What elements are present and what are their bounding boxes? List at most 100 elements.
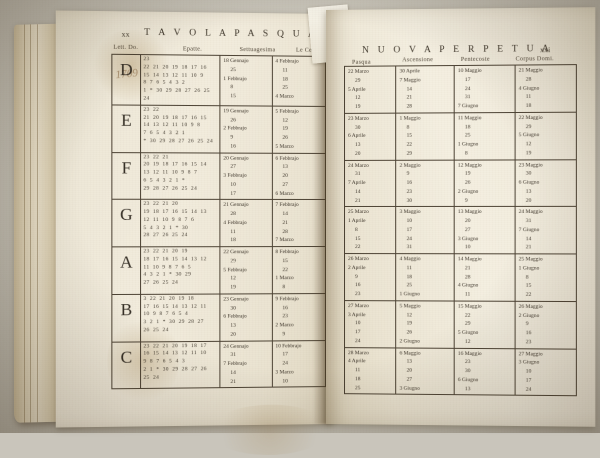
date-line: 1 Giugno (399, 291, 420, 298)
date-line: 4 Maggio (399, 256, 421, 263)
date-line: 30 (355, 124, 361, 131)
date-line: 1 Febbrajo (223, 75, 247, 82)
date-line: 28 Marzo (348, 349, 369, 356)
date-line: 12 11 10 9 8 7 6 (143, 216, 195, 223)
date-line: 12 (525, 141, 532, 148)
pentecoste-cell: 12 Maggio 19 26 2 Giugno 9 (454, 159, 516, 207)
date-line: 16 Maggio (457, 350, 482, 357)
date-line: 10 (464, 244, 471, 251)
pentecoste-cell: 16 Maggio 23 30 6 Giugno 13 (454, 347, 516, 396)
settuagesima-cell: 21 Gennajo 28 4 Febbrajo 11 18 (219, 199, 272, 247)
ascensione-cell: 1 Maggio 8 15 22 29 (396, 112, 455, 160)
date-line: 27 Marzo (348, 302, 369, 309)
column-header-corpus-domini: Corpus Domi. (515, 56, 554, 63)
date-line: 15 (406, 132, 413, 139)
date-line: 13 12 11 10 9 8 7 (143, 169, 198, 176)
epatte-cell: 23 22 21 20 19 18 17 16 15 14 13 12 11 10 … (140, 246, 220, 295)
date-line: 10 (525, 368, 532, 375)
corpus-domini-cell: 25 Maggio 1 Giugno 8 15 22 (515, 253, 577, 302)
date-line: 20 (464, 218, 471, 225)
dominical-letter: G (111, 199, 141, 247)
date-line: 6 Maggio (399, 349, 421, 357)
pasqua-cell: 26 Marzo 2 Aprile 9 16 23 (344, 253, 397, 301)
table-row: C 23 22 21 20 19 18 17 16 15 14 13 12 11 1… (111, 340, 326, 390)
date-line: 31 (525, 218, 532, 225)
date-line: 23 22 21 20 19 (143, 248, 188, 255)
settuagesima-cell: 19 Gennajo 26 2 Febbrajo 9 16 (219, 105, 272, 153)
left-page: 1709 xx T A V O L A P A S Q U A L E Lett… (55, 10, 347, 456)
ascensione-cell: 2 Maggio 9 16 23 30 (396, 159, 455, 207)
date-line: 4 Giugno (518, 85, 540, 92)
date-line: 16 (355, 282, 361, 289)
date-line: 7 Maggio (399, 77, 421, 84)
date-line: 31 (406, 244, 413, 251)
settuagesima-cell: 20 Gennajo 27 3 Febbrajo 10 17 (219, 152, 272, 200)
date-line: 24 (355, 337, 361, 344)
dominical-letter: C (111, 341, 141, 390)
date-line: 23 (355, 291, 361, 298)
date-line: 9 (464, 197, 468, 204)
date-line: 13 (464, 385, 471, 392)
date-line: 11 (355, 367, 361, 374)
date-line: 17 (525, 377, 532, 384)
date-line: 12 (464, 338, 471, 345)
date-line: 29 (464, 320, 471, 328)
settuagesima-cell: 24 Gennajo 31 7 Febbrajo 14 21 (219, 340, 272, 388)
corpus-domini-cell: 22 Maggio 29 5 Giugno 12 19 (515, 111, 577, 160)
date-line: 27 (230, 163, 236, 170)
date-line: 2 Febbrajo (223, 125, 247, 132)
date-line: 21 (406, 94, 413, 101)
date-line: 26 (464, 179, 471, 186)
date-line: 6 5 4 3 2 1 * (143, 177, 186, 184)
settuagesima-cell: 23 Gennajo 30 6 Febbrajo 13 20 (219, 293, 272, 341)
date-line: 8 (525, 274, 529, 281)
corpus-domini-cell: 23 Maggio 30 6 Giugno 13 20 (515, 159, 577, 207)
date-line: 19 (406, 320, 413, 327)
corpus-domini-cell: 26 Maggio 2 Giugno 9 16 23 (515, 301, 577, 349)
date-line: 20 19 18 17 16 15 14 (143, 161, 207, 168)
date-line: 19 (464, 170, 471, 177)
date-line: 24 Maggio (518, 209, 543, 216)
date-line: 1 Aprile (348, 218, 366, 225)
date-line: 29 (230, 258, 236, 265)
date-line: 14 Maggio (457, 256, 482, 263)
date-line: 5 Maggio (399, 303, 421, 310)
date-line: 9 (406, 171, 410, 178)
date-line: 27 (406, 376, 413, 383)
dominical-letter: A (111, 246, 141, 295)
dominical-letter: D (111, 54, 141, 105)
tavola-pasquale-table: D 23 22 21 20 19 18 17 16 15 14 13 12 11 10… (111, 54, 326, 390)
pasqua-cell: 23 Marzo 30 6 Aprile 13 20 (344, 112, 397, 160)
date-line: 13 (525, 188, 532, 195)
pentecoste-cell: 11 Maggio 18 25 1 Giugno 8 (454, 112, 516, 160)
date-line: 25 24 (143, 374, 160, 381)
right-page-header: N U O V A P E R P E T U A xxi (326, 23, 595, 56)
date-line: 16 (525, 330, 532, 337)
date-line: 23 Marzo (348, 115, 369, 122)
table-row: 27 Marzo 3 Aprile 10 17 24 5 Maggio 12 19 26 2 Gi… (344, 300, 577, 349)
date-line: 28 (525, 76, 532, 83)
date-line: 7 Giugno (457, 103, 479, 110)
date-line: 27 26 25 24 (143, 279, 179, 286)
date-line: 19 (525, 150, 532, 157)
epatte-cell: 23 22 21 20 19 18 17 16 15 14 13 12 11 10… (140, 340, 220, 389)
date-line: 8 (230, 84, 234, 91)
table-row: A 23 22 21 20 19 18 17 16 15 14 13 12 11 10… (111, 246, 326, 295)
pasqua-cell: 27 Marzo 3 Aprile 10 17 24 (344, 300, 397, 348)
right-folio-number: xxi (540, 45, 551, 55)
date-line: 23 22 (143, 106, 160, 113)
date-line: 11 (230, 228, 236, 235)
date-line: 28 (464, 273, 471, 280)
date-line: 23 Maggio (518, 161, 543, 169)
date-line: 18 (355, 375, 361, 383)
left-page-header: xx T A V O L A P A S Q U A L E (56, 27, 347, 46)
date-line: 2 Giugno (457, 188, 479, 195)
date-line: 13 (230, 322, 236, 329)
date-line: 30 (406, 197, 413, 204)
date-line: 19 Gennajo (223, 108, 249, 115)
date-line: 15 (525, 282, 532, 289)
open-book: 1709 xx T A V O L A P A S Q U A L E Lett… (14, 4, 596, 456)
date-line: 6 Febbrajo (223, 313, 247, 320)
date-line: 5 Aprile (348, 86, 366, 93)
date-line: 17 (355, 329, 361, 336)
